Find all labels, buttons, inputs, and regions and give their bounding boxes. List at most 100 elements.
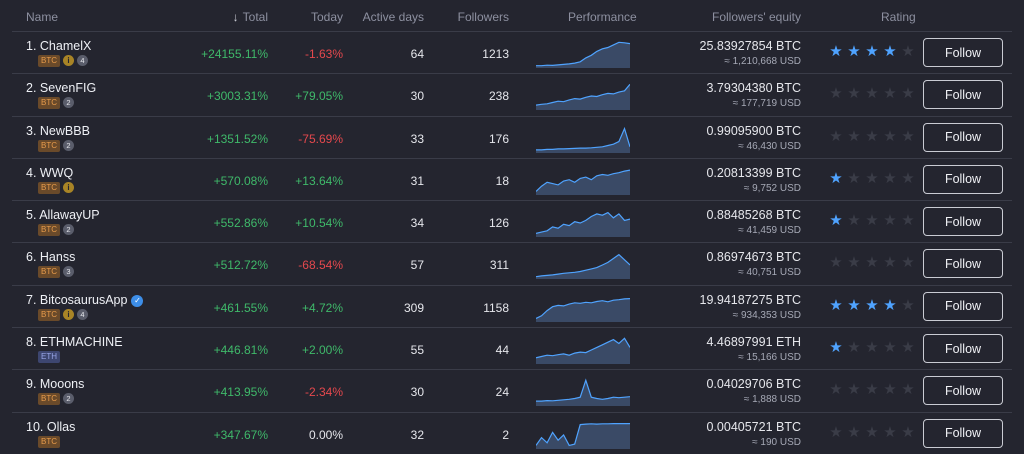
col-total-header[interactable]: ↓ Total [232,10,268,24]
star-icon: ★ [901,254,915,272]
col-active-days-header[interactable]: Active days [362,10,424,24]
total-return: +552.86% [213,216,268,231]
trader-badges: BTC i 4 [38,308,88,321]
star-icon: ★ [901,423,915,441]
followers-equity: 25.83927854 BTC [699,39,801,53]
col-followers-header[interactable]: Followers [457,10,509,24]
star-icon: ★ [865,296,879,314]
star-icon: ★ [847,254,861,272]
sparkline-area [536,42,630,68]
info-icon[interactable]: i [63,181,74,193]
performance-sparkline [536,297,630,322]
sparkline-area [536,423,630,449]
performance-sparkline [536,378,630,407]
followers-equity: 19.94187275 BTC [699,292,801,307]
table-header: Name ↓ Total Today Active days Followers … [12,0,1012,32]
trader-name[interactable]: 10. Ollas [26,419,76,434]
sparkline-line [536,41,630,67]
table-row[interactable]: 8. ETHMACHINE ETH +446.81% +2.00% 55 44 … [12,328,1012,371]
star-icon: ★ [883,296,897,314]
performance-sparkline [536,84,630,111]
trader-badges: BTC 2 [38,224,74,237]
table-row[interactable]: 10. Ollas BTC +347.67% 0.00% 32 2 0.0040… [12,413,1012,454]
followers-count: 1213 [482,47,509,61]
star-icon: ★ [901,339,915,357]
count-badge: 2 [63,139,74,151]
follow-button[interactable]: Follow [923,80,1003,110]
follow-button[interactable]: Follow [923,122,1003,152]
total-return: +570.08% [213,173,268,188]
trader-name[interactable]: 5. AllawayUP [26,208,100,223]
star-icon: ★ [865,381,879,399]
followers-equity-usd: ≈ 46,430 USD [738,140,801,152]
info-icon[interactable]: i [63,308,74,320]
count-badge: 2 [63,393,74,405]
btc-badge: BTC [38,435,60,448]
col-name-header[interactable]: Name [26,10,59,24]
followers-equity: 0.04029706 BTC [706,377,801,392]
followers-equity-usd: ≈ 177,719 USD [732,98,801,110]
today-return: 0.00% [308,427,343,442]
col-equity-header[interactable]: Followers' equity [712,10,801,24]
follow-button[interactable]: Follow [923,376,1003,406]
followers-count: 126 [488,216,509,231]
trader-name[interactable]: 8. ETHMACHINE [26,335,123,350]
star-icon: ★ [901,43,915,60]
total-return: +461.55% [213,300,268,315]
followers-equity-usd: ≈ 9,752 USD [743,182,801,194]
star-icon: ★ [829,423,843,441]
follow-button[interactable]: Follow [923,38,1003,67]
trader-name[interactable]: 3. NewBBB [26,123,90,138]
col-rating-header[interactable]: Rating [881,10,916,24]
info-icon[interactable]: i [63,55,74,66]
followers-equity: 0.86974673 BTC [706,250,801,265]
star-icon: ★ [847,43,861,60]
total-return: +512.72% [213,258,268,273]
table-row[interactable]: 9. Mooons BTC 2 +413.95% -2.34% 30 24 0.0… [12,370,1012,413]
follow-button[interactable]: Follow [923,334,1003,364]
active-days: 309 [403,300,424,315]
trader-name[interactable]: 2. SevenFIG [26,81,97,96]
star-icon: ★ [847,381,861,399]
follow-button[interactable]: Follow [923,291,1003,321]
star-icon: ★ [829,169,843,187]
sparkline-line [536,126,630,151]
follow-button[interactable]: Follow [923,249,1003,279]
table-row[interactable]: 5. AllawayUP BTC 2 +552.86% +10.54% 34 12… [12,201,1012,244]
star-icon: ★ [829,296,843,314]
star-icon: ★ [883,127,897,145]
table-row[interactable]: 4. WWQ BTC i +570.08% +13.64% 31 18 0.208… [12,159,1012,202]
trader-name[interactable]: 9. Mooons [26,377,85,392]
star-icon: ★ [847,339,861,357]
table-row[interactable]: 3. NewBBB BTC 2 +1351.52% -75.69% 33 176 … [12,117,1012,159]
trader-name[interactable]: 4. WWQ [26,165,74,180]
followers-equity: 3.79304380 BTC [706,81,801,96]
col-today-header[interactable]: Today [310,10,343,24]
follow-button[interactable]: Follow [923,418,1003,448]
star-icon: ★ [865,212,879,230]
star-icon: ★ [901,169,915,187]
sparkline-area [536,128,630,153]
trader-name[interactable]: 6. Hanss [26,250,76,265]
count-badge: 2 [63,97,74,109]
table-row[interactable]: 2. SevenFIG BTC 2 +3003.31% +79.05% 30 23… [12,74,1012,117]
star-icon: ★ [847,169,861,187]
followers-count: 238 [488,89,509,104]
today-return: +4.72% [301,300,343,315]
btc-badge: BTC [38,97,60,110]
table-row[interactable]: 7. BitcosaurusApp ✓ BTC i 4 +461.55% +4.72%… [12,286,1012,329]
star-icon: ★ [883,423,897,441]
follow-button[interactable]: Follow [923,207,1003,237]
trader-name[interactable]: 1. ChamelX [26,39,92,53]
sparkline-line [536,378,630,403]
star-icon: ★ [901,85,915,103]
sparkline-line [536,84,630,106]
followers-count: 44 [495,343,509,358]
follow-button[interactable]: Follow [923,164,1003,194]
table-row[interactable]: 1. ChamelX BTC i 4 +24155.11% -1.63% 64 12… [12,32,1012,75]
table-row[interactable]: 6. Hanss BTC 3 +512.72% -68.54% 57 311 0.… [12,243,1012,286]
trader-name[interactable]: 7. BitcosaurusApp ✓ [26,293,144,307]
followers-equity-usd: ≈ 15,166 USD [738,352,801,364]
star-icon: ★ [865,169,879,187]
star-icon: ★ [865,85,879,103]
